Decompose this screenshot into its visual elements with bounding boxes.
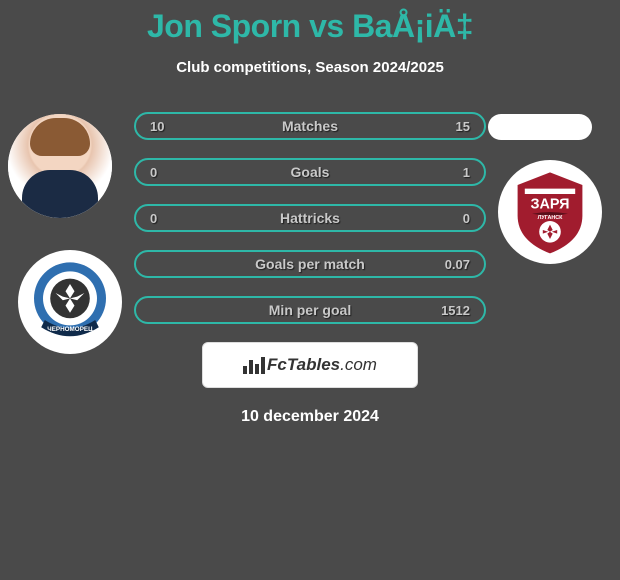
club-badge-right: ЗАРЯ ЛУГАНСК [498, 160, 602, 264]
stat-label: Min per goal [136, 302, 484, 318]
stat-label: Matches [136, 118, 484, 134]
stat-label: Goals [136, 164, 484, 180]
stats-table: 10 Matches 15 0 Goals 1 0 Hattricks 0 Go… [134, 112, 486, 324]
svg-text:ЧЕРНОМОРЕЦ: ЧЕРНОМОРЕЦ [47, 326, 93, 333]
stat-label: Goals per match [136, 256, 484, 272]
logo-suffix: .com [340, 355, 377, 375]
fctables-logo-icon: FcTables.com [243, 355, 377, 375]
stat-row: 10 Matches 15 [134, 112, 486, 140]
source-logo[interactable]: FcTables.com [202, 342, 418, 388]
stat-right-value: 0.07 [445, 257, 470, 272]
page-title: Jon Sporn vs BaÅ¡iÄ‡ [0, 0, 620, 45]
stat-row: Min per goal 1512 [134, 296, 486, 324]
player-right-photo [488, 114, 592, 140]
svg-text:ЛУГАНСК: ЛУГАНСК [538, 215, 563, 221]
comparison-panel: ЧЕРНОМОРЕЦ ЗАРЯ ЛУГАНСК 10 Matches 15 0 … [0, 112, 620, 426]
stat-right-value: 1 [463, 165, 470, 180]
stat-row: 0 Hattricks 0 [134, 204, 486, 232]
stat-right-value: 15 [456, 119, 470, 134]
logo-main: Tables [287, 355, 340, 375]
stat-right-value: 1512 [441, 303, 470, 318]
player-left-photo [8, 114, 112, 218]
bars-icon [243, 357, 265, 374]
stat-row: Goals per match 0.07 [134, 250, 486, 278]
stat-label: Hattricks [136, 210, 484, 226]
stat-right-value: 0 [463, 211, 470, 226]
club-badge-left: ЧЕРНОМОРЕЦ [18, 250, 122, 354]
page-subtitle: Club competitions, Season 2024/2025 [0, 59, 620, 76]
logo-prefix: Fc [267, 355, 287, 375]
torso-placeholder-icon [22, 170, 98, 218]
generated-date: 10 december 2024 [0, 408, 620, 426]
chornomorets-crest-icon: ЧЕРНОМОРЕЦ [25, 257, 115, 347]
zorya-crest-icon: ЗАРЯ ЛУГАНСК [505, 167, 595, 257]
svg-text:ЗАРЯ: ЗАРЯ [531, 196, 570, 212]
stat-row: 0 Goals 1 [134, 158, 486, 186]
